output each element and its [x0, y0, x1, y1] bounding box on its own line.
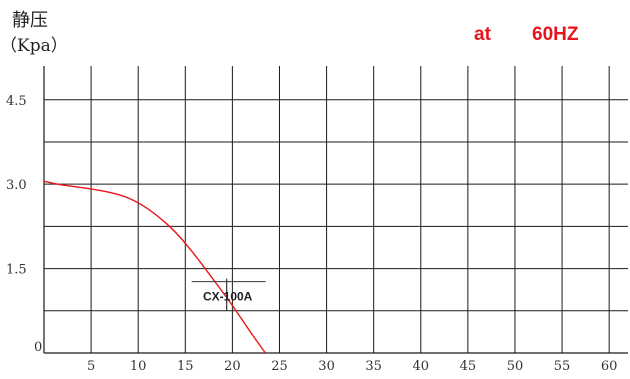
chart-grid [43, 66, 628, 354]
subtitle-frequency: 60HZ [532, 24, 579, 45]
x-tick-label-5: 5 [87, 359, 95, 374]
x-tick-label-20: 20 [224, 359, 241, 374]
y-axis-label: 静压 [12, 10, 48, 31]
y-tick-label-0: 0 [34, 340, 42, 355]
subtitle-prefix: at [474, 24, 492, 45]
y-tick-label-3: 3.0 [6, 178, 27, 193]
y-axis-unit-label: （Kpa） [0, 36, 68, 56]
x-tick-label-55: 55 [554, 359, 571, 374]
chart-tick-labels: 5 10 15 20 25 30 35 40 45 50 55 60 0 1.5 3.0 4.5 [6, 94, 617, 374]
x-tick-label-10: 10 [130, 359, 147, 374]
chart-annotations: CX-100A [191, 278, 266, 311]
x-tick-label-30: 30 [318, 359, 335, 374]
x-tick-label-60: 60 [601, 359, 618, 374]
x-tick-label-40: 40 [413, 359, 430, 374]
x-tick-label-45: 45 [460, 359, 477, 374]
x-tick-label-25: 25 [271, 359, 288, 374]
x-tick-label-35: 35 [365, 359, 382, 374]
x-tick-label-50: 50 [507, 359, 524, 374]
x-tick-label-15: 15 [177, 359, 194, 374]
y-tick-label-1-5: 1.5 [6, 263, 27, 278]
annotation-label-0: CX-100A [203, 290, 253, 304]
y-tick-label-4-5: 4.5 [6, 94, 27, 109]
